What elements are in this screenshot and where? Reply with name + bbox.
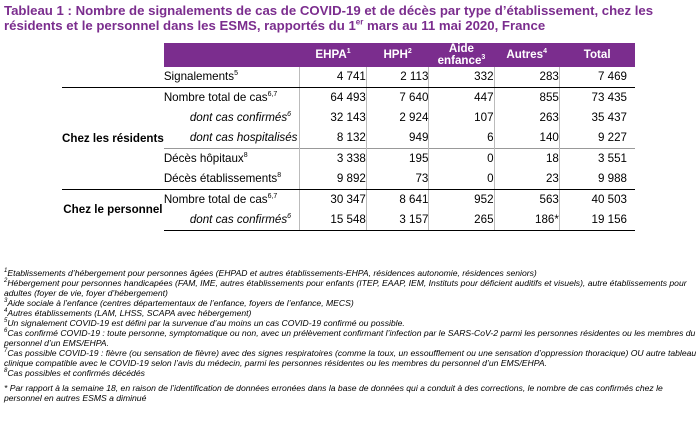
cell: 447 — [428, 87, 495, 108]
cell: 2 113 — [365, 67, 429, 88]
cell: 73 435 — [558, 87, 635, 108]
footnote: 7Cas possible COVID-19 : fièvre (ou sens… — [4, 348, 697, 368]
cell: 15 548 — [299, 210, 367, 231]
table-row: dont cas confirmés6 32 143 2 924 107 263… — [62, 108, 635, 128]
cell: 64 493 — [299, 87, 367, 108]
cell: 952 — [428, 189, 495, 210]
row-label: dont cas confirmés6 — [189, 111, 292, 124]
cell: 107 — [428, 108, 495, 128]
cell: 18 — [493, 148, 560, 169]
cell: 140 — [493, 128, 560, 149]
header-total: Total — [559, 43, 635, 67]
cell: 283 — [493, 67, 560, 88]
row-label: Nombre total de cas6,7 — [163, 91, 278, 104]
row-label: dont cas hospitalisés — [189, 131, 298, 144]
cell: 19 156 — [558, 210, 635, 231]
cell: 40 503 — [558, 189, 635, 210]
cell: 73 — [365, 169, 429, 190]
table-row: dont cas hospitalisés 8 132 949 6 140 9 … — [62, 128, 635, 149]
cell: 7 640 — [365, 87, 429, 108]
row-label: dont cas confirmés6 — [163, 210, 300, 231]
cell: 263 — [493, 108, 560, 128]
header-hph: HPH2 — [366, 43, 429, 67]
signalements-row: Signalements5 4 741 2 113 332 283 7 469 — [62, 67, 635, 88]
cell: 3 551 — [558, 148, 635, 169]
footnote: 2Hébergement pour personnes handicapées … — [4, 278, 687, 298]
cell: 949 — [365, 128, 429, 149]
table-row: Décès établissements8 9 892 73 0 23 9 98… — [62, 169, 635, 190]
cell: 30 347 — [299, 189, 367, 210]
footnote: 1Etablissements d’hébergement pour perso… — [4, 268, 537, 278]
group-label-residents: Chez les résidents — [62, 131, 164, 145]
cell: 8 641 — [365, 189, 429, 210]
cell: 23 — [493, 169, 560, 190]
footnote: 4Autres établissements (LAM, LHSS, SCAPA… — [4, 308, 252, 318]
table-row: Décès hôpitaux8 3 338 195 0 18 3 551 — [62, 148, 635, 169]
cell: 9 892 — [299, 169, 367, 190]
header-autres: Autres4 — [494, 43, 560, 67]
header-blank — [62, 43, 164, 67]
table-title: Tableau 1 : Nombre de signalements de ca… — [4, 3, 654, 33]
header-row: EHPA1 HPH2 Aide enfance3 Autres4 Total — [62, 43, 635, 67]
row-label: Décès établissements8 — [163, 169, 300, 190]
row-label: Signalements5 — [163, 67, 300, 88]
cell: 3 338 — [299, 148, 367, 169]
cell: 855 — [493, 87, 560, 108]
header-label-cell — [163, 43, 300, 67]
table-row: Chez le personnel Nombre total de cas6,7… — [62, 189, 635, 231]
cell: 8 132 — [299, 128, 367, 149]
cell: 332 — [428, 67, 495, 88]
covid-esms-table: EHPA1 HPH2 Aide enfance3 Autres4 Total Si… — [62, 43, 635, 231]
header-aide-enfance: Aide enfance3 — [428, 43, 495, 67]
footnote: 6Cas confirmé COVID-19 : toute personne,… — [4, 328, 696, 348]
cell: 0 — [428, 169, 495, 190]
cell: 265 — [428, 210, 495, 231]
footnote: 8Cas possibles et confirmés décédés — [4, 368, 145, 378]
cell: 6 — [428, 128, 495, 149]
table-row: Chez les résidents Nombre total de cas6,… — [62, 87, 635, 145]
footnote: 3Aide sociale à l’enfance (centres dépar… — [4, 298, 354, 308]
cell: 0 — [428, 148, 495, 169]
cell: 186* — [493, 210, 560, 231]
row-label: Décès hôpitaux8 — [163, 148, 300, 169]
row-label: Nombre total de cas6,7 — [163, 189, 300, 210]
table-row: dont cas confirmés6 15 548 3 157 265 186… — [62, 210, 635, 231]
header-ehpa: EHPA1 — [299, 43, 367, 67]
cell: 9 227 — [558, 128, 635, 149]
cell: 35 437 — [558, 108, 635, 128]
cell: 3 157 — [365, 210, 429, 231]
cell: 2 924 — [365, 108, 429, 128]
footnote-star: * Par rapport à la semaine 18, en raison… — [4, 383, 663, 403]
cell: 563 — [493, 189, 560, 210]
cell: 7 469 — [558, 67, 635, 88]
cell: 4 741 — [299, 67, 367, 88]
cell: 32 143 — [299, 108, 367, 128]
footnote: 5Un signalement COVID-19 est défini par … — [4, 318, 405, 328]
cell: 195 — [365, 148, 429, 169]
cell: 9 988 — [558, 169, 635, 190]
footnotes: 1Etablissements d’hébergement pour perso… — [4, 268, 698, 403]
group-label-personnel: Chez le personnel — [62, 189, 164, 231]
